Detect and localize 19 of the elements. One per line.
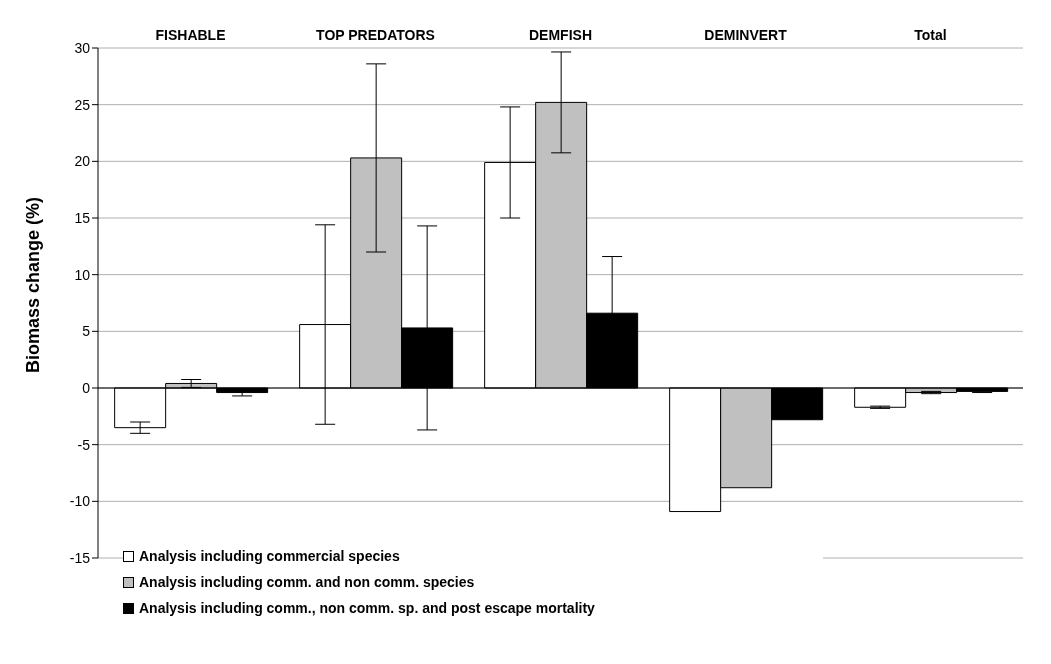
y-tick-label: 0: [82, 379, 91, 396]
y-tick-label: -10: [69, 493, 91, 510]
x-tick-label: DEMINVERT: [704, 27, 788, 43]
x-tick-label: TOP PREDATORS: [316, 27, 435, 43]
y-tick-label: 15: [74, 209, 91, 226]
y-tick-label: 20: [74, 153, 91, 170]
legend-label: Analysis including comm., non comm. sp. and post escape mortality: [139, 600, 595, 616]
y-tick-label: 10: [74, 266, 91, 283]
x-tick-label: Total: [914, 27, 947, 43]
x-tick-label: DEMFISH: [529, 27, 592, 43]
legend-label: Analysis including comm. and non comm. species: [139, 574, 475, 590]
legend-label: Analysis including commercial species: [139, 548, 400, 564]
x-tick-label: FISHABLE: [155, 27, 226, 43]
y-tick-label: 30: [74, 39, 91, 56]
y-tick-label: 5: [82, 323, 91, 340]
y-axis-title: Biomass change (%): [23, 196, 44, 373]
y-tick-label: -5: [77, 436, 91, 453]
y-tick-label: 25: [74, 96, 91, 113]
y-tick-label: -15: [69, 549, 91, 566]
